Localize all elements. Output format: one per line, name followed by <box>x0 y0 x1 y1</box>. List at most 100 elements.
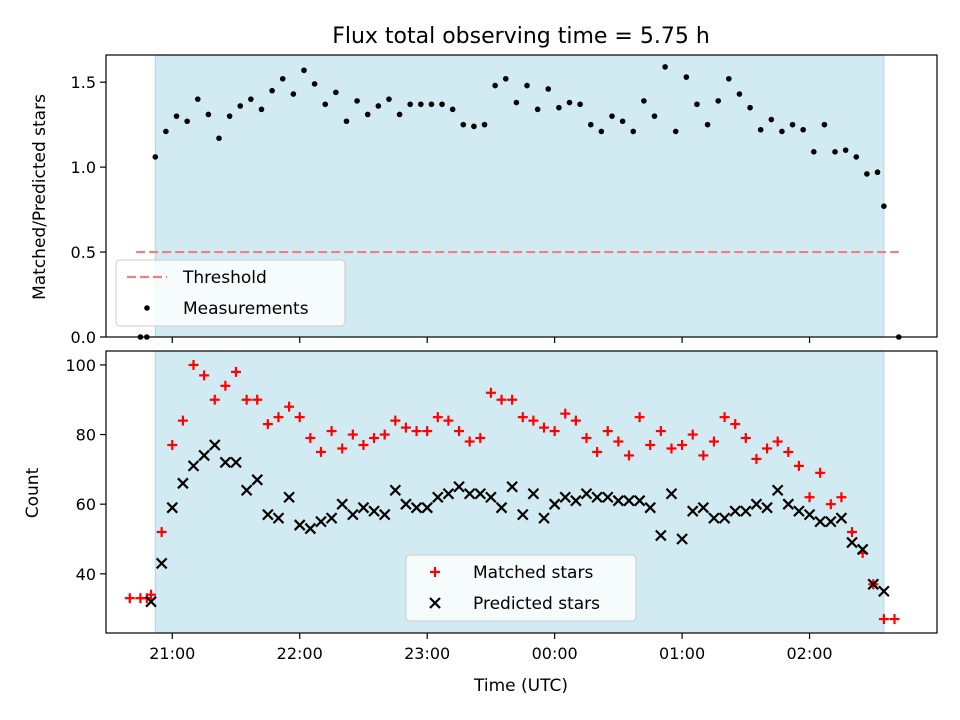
predicted-stars-point-b <box>495 501 508 514</box>
top-y-axis-label: Matched/Predicted stars <box>30 94 50 300</box>
predicted-stars-point <box>761 501 773 514</box>
predicted-stars-point <box>644 501 657 514</box>
predicted-stars-point <box>177 477 189 490</box>
predicted-stars-point-b <box>315 515 327 528</box>
top-y-tick-label: 0.5 <box>71 243 96 262</box>
measurements-point <box>194 96 201 102</box>
measurements-point <box>396 111 403 118</box>
top-y-tick-label: 1.0 <box>71 158 96 177</box>
bottom-y-tick-label: 80 <box>76 426 96 445</box>
measurements-point <box>619 118 626 125</box>
predicted-stars-point-b <box>293 519 306 531</box>
predicted-stars-point-b <box>506 480 518 493</box>
predicted-stars-point <box>485 491 497 504</box>
predicted-stars-point <box>208 439 221 451</box>
predicted-stars-point <box>825 515 837 528</box>
matched-stars-point <box>199 370 210 381</box>
predicted-stars-point <box>463 487 476 500</box>
measurements-point <box>428 101 435 108</box>
matched-stars-point <box>751 453 762 464</box>
legend-threshold-label: Threshold <box>182 268 267 288</box>
predicted-stars-point-b <box>421 501 433 514</box>
predicted-stars-point-b <box>835 512 848 524</box>
matched-stars-point <box>655 426 666 437</box>
predicted-stars-point <box>750 498 763 510</box>
matched-stars-point <box>581 433 592 444</box>
predicted-stars-point-b <box>240 484 253 497</box>
predicted-stars-point-b <box>665 487 678 500</box>
measurements-point <box>386 96 392 102</box>
predicted-stars-point <box>559 491 572 504</box>
bottom-legend-box <box>405 554 637 622</box>
predicted-stars-point-b <box>601 491 614 504</box>
matched-stars-point <box>528 415 539 426</box>
legend-matched-swatch <box>430 567 440 577</box>
predicted-stars-point <box>421 501 433 514</box>
matched-stars-point <box>878 614 889 625</box>
measurements-point <box>672 128 679 135</box>
measurements-point <box>881 203 887 209</box>
predicted-stars-point <box>740 505 752 517</box>
matched-stars-point <box>592 446 603 457</box>
predicted-stars-point <box>251 474 264 486</box>
predicted-stars-point-b <box>357 501 370 514</box>
matched-stars-point <box>443 415 454 426</box>
predicted-stars-point <box>293 519 306 531</box>
measurements-point <box>545 86 552 92</box>
predicted-stars-point <box>389 484 402 497</box>
predicted-stars-point-b <box>389 484 402 497</box>
matched-stars-point <box>262 419 273 430</box>
predicted-stars-point <box>262 508 274 521</box>
predicted-stars-point <box>155 557 168 570</box>
matched-stars-point <box>369 433 380 444</box>
predicted-stars-point-b <box>283 491 295 504</box>
predicted-stars-point <box>166 501 179 514</box>
measurements-point <box>471 123 477 130</box>
measurements-point <box>651 113 658 119</box>
legend-matched-label: Matched stars <box>473 563 593 583</box>
matched-stars-point <box>231 366 242 377</box>
predicted-stars-point-b <box>474 487 487 500</box>
measurements-point <box>853 154 860 160</box>
matched-stars-point <box>422 426 433 437</box>
predicted-stars-point-b <box>538 512 550 524</box>
legend-measurements-swatch <box>144 305 150 311</box>
predicted-stars-point-b <box>368 505 380 517</box>
predicted-stars-point <box>633 494 646 507</box>
matched-stars-point <box>666 443 677 454</box>
matched-stars-point <box>645 440 656 450</box>
measurements-point <box>641 98 647 104</box>
matched-stars-point <box>613 436 624 447</box>
predicted-stars-point <box>219 456 232 469</box>
top-y-tick-label: 1.5 <box>71 73 96 92</box>
matched-stars-point <box>156 527 167 538</box>
matched-stars-point <box>623 450 634 461</box>
measurements-point <box>502 75 509 82</box>
predicted-stars-point <box>272 512 285 524</box>
measurements-point <box>248 96 254 102</box>
measurements-point <box>747 104 753 111</box>
matched-stars-point <box>411 426 422 437</box>
predicted-stars-point <box>325 512 338 524</box>
x-tick-label: 23:00 <box>404 644 450 663</box>
measurements-point <box>800 126 806 133</box>
matched-stars-point <box>337 443 348 454</box>
bottom-y-tick-label: 40 <box>76 565 96 584</box>
measurements-point <box>354 98 360 104</box>
predicted-stars-point-b <box>378 508 391 521</box>
predicted-stars-point-b <box>516 508 529 521</box>
predicted-stars-point-b <box>878 585 890 598</box>
measurements-point <box>726 75 732 82</box>
matched-stars-point <box>496 394 507 405</box>
predicted-stars-point-b <box>697 501 710 514</box>
predicted-stars-point <box>187 460 200 472</box>
measurements-point <box>513 99 520 106</box>
measurements-point <box>587 121 594 128</box>
measurements-point <box>736 91 743 97</box>
legend-predicted-swatch-b <box>429 597 441 609</box>
predicted-stars-point-b <box>145 595 157 608</box>
matched-stars-point <box>804 492 815 503</box>
predicted-stars-point <box>729 505 741 517</box>
predicted-stars-point-b <box>548 498 561 510</box>
predicted-stars-point-b <box>612 494 625 507</box>
